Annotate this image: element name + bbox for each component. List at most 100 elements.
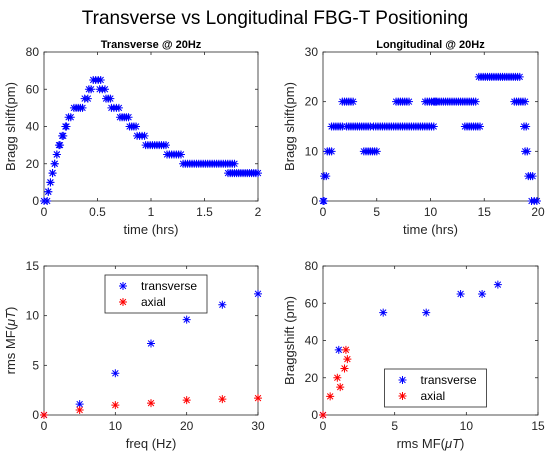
legend-marker [398, 392, 407, 400]
data-point [52, 150, 61, 159]
data-point [343, 355, 352, 364]
data-point [111, 369, 120, 378]
panel-title: Transverse @ 20Hz [101, 39, 202, 51]
data-point [349, 97, 358, 106]
data-point [372, 147, 381, 156]
y-tick-label: 20 [305, 95, 319, 109]
data-point [44, 187, 53, 196]
x-tick-label: 1 [148, 205, 155, 219]
data-point [132, 122, 141, 131]
series-marks [40, 75, 262, 205]
data-point [96, 75, 105, 84]
x-tick-label: 0 [41, 419, 48, 433]
y-tick-label: 0 [32, 408, 39, 422]
data-point [475, 122, 484, 131]
data-point [319, 411, 327, 419]
data-point [254, 394, 262, 403]
data-point [83, 94, 92, 103]
x-axis-label: rms MF(μT) [397, 436, 465, 451]
y-tick-label: 20 [26, 157, 40, 171]
data-point [422, 308, 431, 317]
x-tick-label: 10 [460, 419, 474, 433]
data-point [111, 401, 120, 410]
data-point [218, 395, 227, 404]
data-point [140, 131, 149, 140]
x-tick-label: 0 [320, 205, 327, 219]
data-point [230, 159, 239, 168]
data-point [478, 289, 487, 298]
y-tick-label: 10 [26, 309, 40, 323]
y-tick-label: 60 [26, 82, 40, 96]
data-point [182, 315, 191, 324]
data-point [106, 94, 115, 103]
figure-title: Transverse vs Longitudinal FBG-T Positio… [82, 8, 469, 29]
x-tick-label: 0 [320, 419, 327, 433]
data-point [515, 72, 524, 81]
data-point [40, 411, 48, 419]
data-point [87, 85, 96, 94]
data-point [528, 172, 537, 181]
legend-marker [119, 298, 127, 306]
x-axis-label: freq (Hz) [126, 436, 177, 451]
data-point [182, 396, 191, 405]
data-point [471, 97, 480, 106]
series-marks [40, 289, 262, 419]
data-point [456, 289, 465, 298]
data-point [322, 172, 331, 181]
data-point [48, 169, 57, 178]
data-point [379, 308, 388, 317]
legend-box [384, 368, 487, 408]
x-axis-label: time (hrs) [403, 222, 458, 237]
x-tick-label: 10 [109, 419, 123, 433]
data-point [254, 169, 262, 178]
y-axis-label: Braggshift (pm) [282, 296, 297, 385]
data-point [56, 141, 65, 150]
data-point [522, 122, 531, 131]
data-point [78, 103, 87, 112]
data-point [66, 113, 75, 122]
y-tick-label: 80 [305, 259, 319, 273]
data-point [341, 345, 350, 354]
legend-label: axial [141, 295, 166, 309]
y-tick-label: 20 [305, 371, 319, 385]
x-tick-label: 2 [255, 205, 262, 219]
data-point [75, 400, 84, 409]
data-point [334, 345, 343, 354]
data-point [46, 178, 55, 187]
y-tick-label: 0 [32, 194, 39, 208]
data-point [340, 364, 349, 373]
data-point [147, 339, 155, 348]
data-point [75, 406, 84, 415]
data-point [147, 399, 155, 408]
x-axis-label: time (hrs) [124, 222, 179, 237]
plot-area [43, 51, 259, 202]
x-tick-label: 10 [424, 205, 438, 219]
x-tick-label: 0.5 [89, 205, 106, 219]
data-point [429, 122, 438, 131]
y-tick-label: 0 [311, 194, 318, 208]
y-axis-label: rms MF(μT) [3, 307, 18, 375]
y-axis-label: Bragg shift(pm) [282, 82, 297, 171]
chart-panel-2: 0 5 10 15 20 0 10 20 30 Longitudinal @ 20Hz time (… [282, 39, 545, 237]
data-point [100, 85, 109, 94]
y-tick-label: 10 [305, 144, 319, 158]
y-tick-label: 0 [311, 408, 318, 422]
legend-marker [398, 376, 407, 384]
x-tick-label: 20 [531, 205, 545, 219]
data-point [326, 392, 335, 401]
legend-label: axial [421, 389, 446, 403]
data-point [493, 280, 502, 289]
data-point [333, 373, 342, 382]
y-axis-label: Bragg shift(pm) [3, 82, 18, 171]
x-tick-label: 0 [41, 205, 48, 219]
data-point [59, 131, 68, 140]
data-point [338, 122, 347, 131]
x-tick-label: 30 [251, 419, 265, 433]
data-point [124, 113, 133, 122]
chart-panel-3: 0 10 20 30 0 5 10 15 freq (Hz) rms MF(μT) transver… [3, 259, 265, 451]
y-tick-label: 80 [26, 45, 40, 59]
y-tick-label: 30 [305, 45, 319, 59]
data-point [532, 197, 541, 205]
chart-panel-4: 0 5 10 15 0 20 40 60 80 rms MF(μT) Braggshift (pm)… [282, 259, 545, 451]
